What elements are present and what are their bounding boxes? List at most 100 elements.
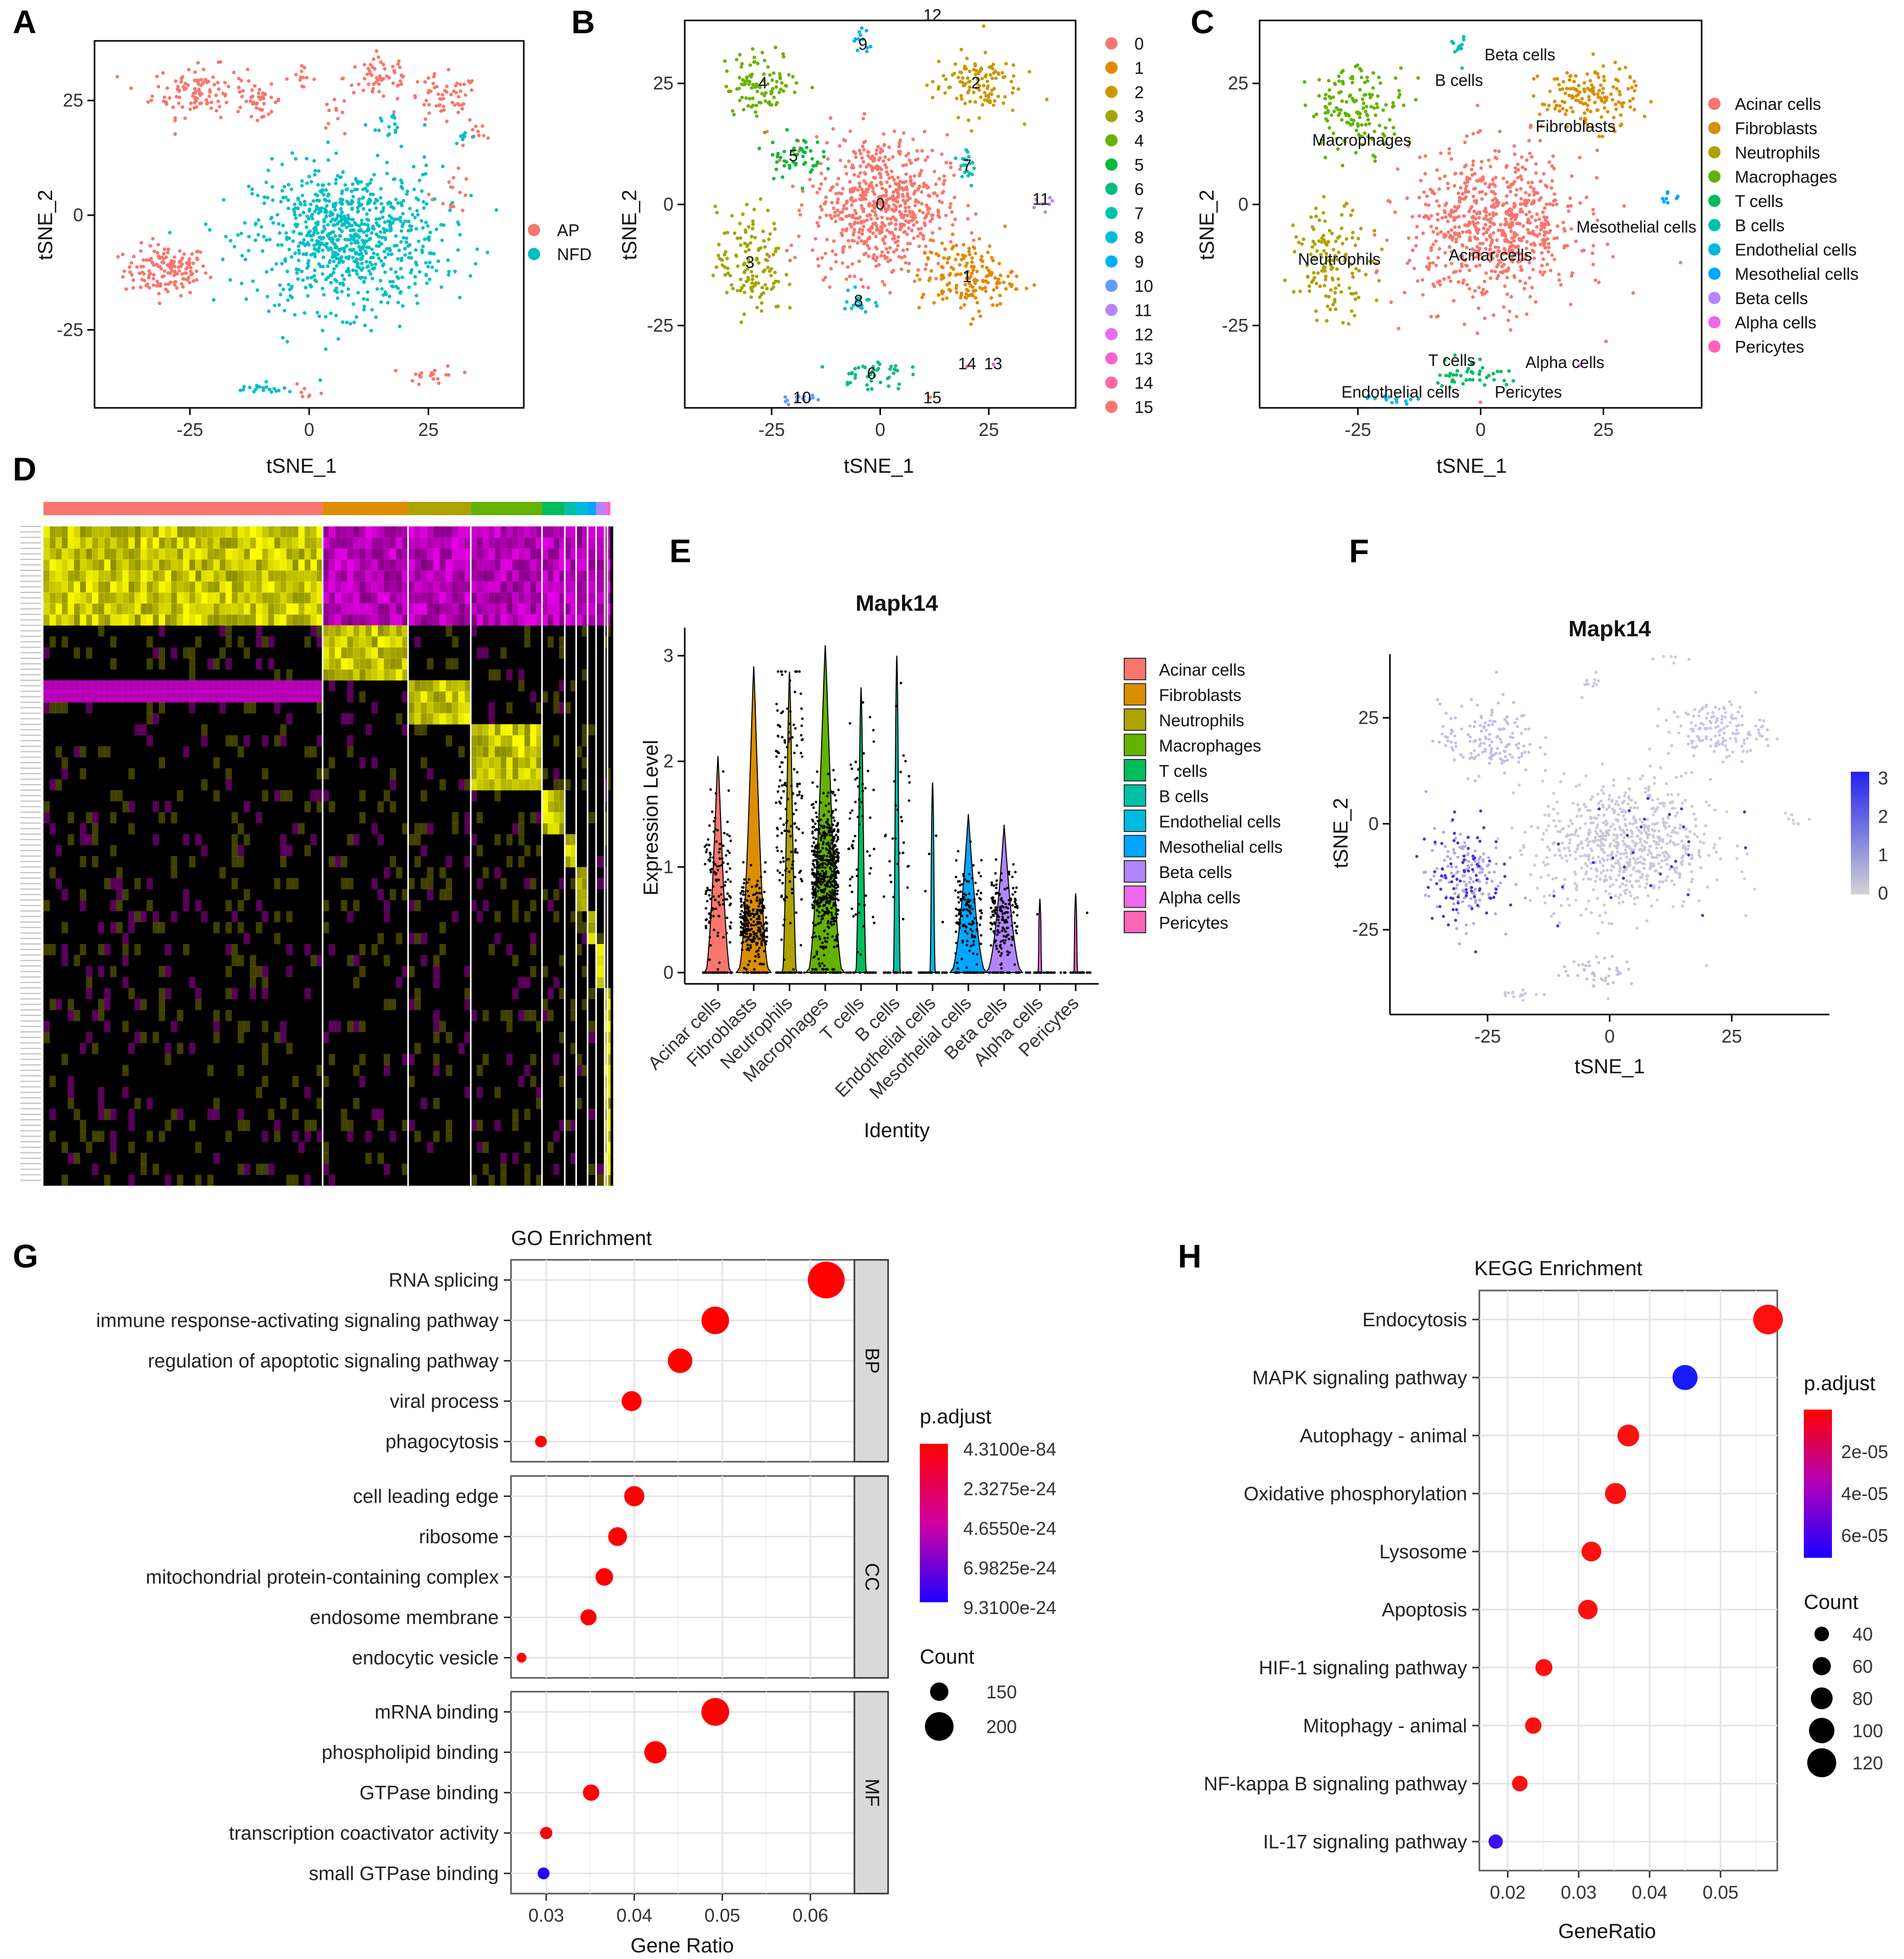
- heatmap-cell: [256, 1087, 263, 1098]
- heatmap-cell: [98, 999, 105, 1010]
- heatmap-cell: [605, 1098, 608, 1109]
- heatmap-cell: [141, 537, 147, 549]
- heatmap-cell: [542, 691, 548, 703]
- heatmap-cell: [452, 636, 459, 648]
- heatmap-cell: [134, 1032, 141, 1043]
- heatmap-cell: [310, 603, 317, 615]
- legend-swatch-pericytes: [1708, 340, 1721, 353]
- heatmap-group-bar: [43, 502, 611, 515]
- heatmap-cell: [458, 548, 465, 560]
- heatmap-cell: [225, 570, 232, 582]
- heatmap-cell: [165, 691, 171, 703]
- heatmap-cell: [494, 1120, 501, 1131]
- heatmap-cell: [335, 526, 341, 538]
- heatmap-cell: [152, 1032, 159, 1043]
- heatmap-cell: [195, 581, 202, 593]
- legend-swatch-cluster-9: [1105, 255, 1118, 268]
- heatmap-cell: [165, 603, 171, 615]
- cluster-label-15: 15: [923, 388, 942, 407]
- heatmap-cell: [219, 867, 226, 879]
- panel-a-ylabel: tSNE_2: [34, 190, 57, 260]
- dot-lysosome: [1581, 1541, 1601, 1562]
- heatmap-cell: [396, 526, 403, 538]
- heatmap-cell: [49, 1076, 56, 1087]
- heatmap-cell: [524, 779, 530, 791]
- heatmap-cell: [565, 1120, 571, 1131]
- heatmap-cell: [243, 647, 250, 659]
- heatmap-cell: [219, 537, 226, 549]
- heatmap-cell: [322, 592, 329, 604]
- heatmap-cell: [565, 548, 571, 560]
- heatmap-cell: [476, 592, 483, 604]
- heatmap-cell: [165, 548, 171, 560]
- heatmap-cell: [213, 1010, 220, 1021]
- heatmap-cell: [524, 977, 530, 988]
- heatmap-cell: [414, 1043, 421, 1054]
- heatmap-cell: [536, 812, 543, 823]
- heatmap-cell: [500, 537, 507, 549]
- heatmap-cell: [158, 548, 166, 560]
- heatmap-cell: [219, 570, 226, 582]
- panel-label-h: H: [1178, 1238, 1201, 1275]
- term-label-small-gtpase-binding: small GTPase binding: [309, 1863, 499, 1885]
- heatmap-cell: [262, 911, 268, 923]
- heatmap-cell: [446, 592, 452, 604]
- heatmap-cell: [605, 1010, 608, 1021]
- heatmap-cell: [92, 592, 99, 604]
- legend-swatch-mesothelial-cells: [1708, 267, 1721, 280]
- dot-immune-response-activating-signaling-pathway: [701, 1306, 729, 1334]
- heatmap-cell: [464, 680, 471, 692]
- heatmap-cell: [316, 768, 323, 779]
- heatmap-cell: [559, 812, 565, 823]
- heatmap-cell: [152, 647, 159, 659]
- heatmap-cell: [506, 1021, 513, 1032]
- heatmap-cell: [286, 713, 293, 725]
- heatmap-cell: [553, 592, 560, 604]
- heatmap-cell: [128, 592, 135, 604]
- heatmap-cell: [225, 537, 232, 549]
- heatmap-cell: [570, 592, 577, 604]
- heatmap-cell: [316, 955, 323, 966]
- heatmap-cell: [353, 647, 360, 659]
- heatmap-cell: [128, 768, 135, 779]
- legend-label-pericytes: Pericytes: [1735, 337, 1804, 356]
- heatmap-cell: [165, 581, 171, 593]
- panel-f-xlabel: tSNE_1: [1574, 1055, 1645, 1078]
- heatmap-cell: [207, 537, 214, 549]
- heatmap-cell: [304, 746, 311, 757]
- heatmap-cell: [292, 1109, 299, 1120]
- heatmap-cell: [262, 614, 268, 626]
- heatmap-cell: [274, 581, 281, 593]
- heatmap-cell: [116, 614, 123, 626]
- heatmap-cell: [377, 834, 384, 845]
- heatmap-cell: [383, 1054, 390, 1065]
- heatmap-cell: [262, 1054, 268, 1065]
- heatmap-cell: [570, 537, 577, 549]
- heatmap-cell: [256, 559, 263, 571]
- heatmap-cell: [165, 966, 171, 977]
- heatmap-cell: [446, 570, 452, 582]
- heatmap-cell: [280, 1098, 287, 1109]
- dot-mitochondrial-protein-containing-complex: [595, 1568, 613, 1586]
- heatmap-cell: [359, 658, 366, 670]
- heatmap-cell: [43, 647, 50, 659]
- heatmap-cell: [371, 625, 378, 637]
- heatmap-cell: [489, 1174, 495, 1186]
- panel-c-ylabel: tSNE_2: [1196, 190, 1218, 260]
- heatmap-cell: [547, 812, 554, 823]
- heatmap-cell: [524, 1174, 530, 1186]
- heatmap-cell: [605, 581, 608, 593]
- heatmap-cell: [322, 1153, 329, 1164]
- heatmap-cell: [298, 559, 305, 571]
- heatmap-group-beta-cells: [596, 502, 605, 515]
- legend-swatch-macrophages: [1124, 733, 1146, 756]
- heatmap-cell: [207, 680, 214, 692]
- heatmap-cell: [500, 779, 507, 791]
- heatmap-cell: [582, 757, 588, 769]
- heatmap-cell: [213, 757, 220, 769]
- legend-swatch-macrophages: [1708, 170, 1721, 183]
- heatmap-cell: [165, 801, 171, 813]
- heatmap-cell: [421, 1098, 427, 1109]
- panel-a-nfd-cluster-points: [363, 113, 427, 136]
- heatmap-cell: [365, 592, 372, 604]
